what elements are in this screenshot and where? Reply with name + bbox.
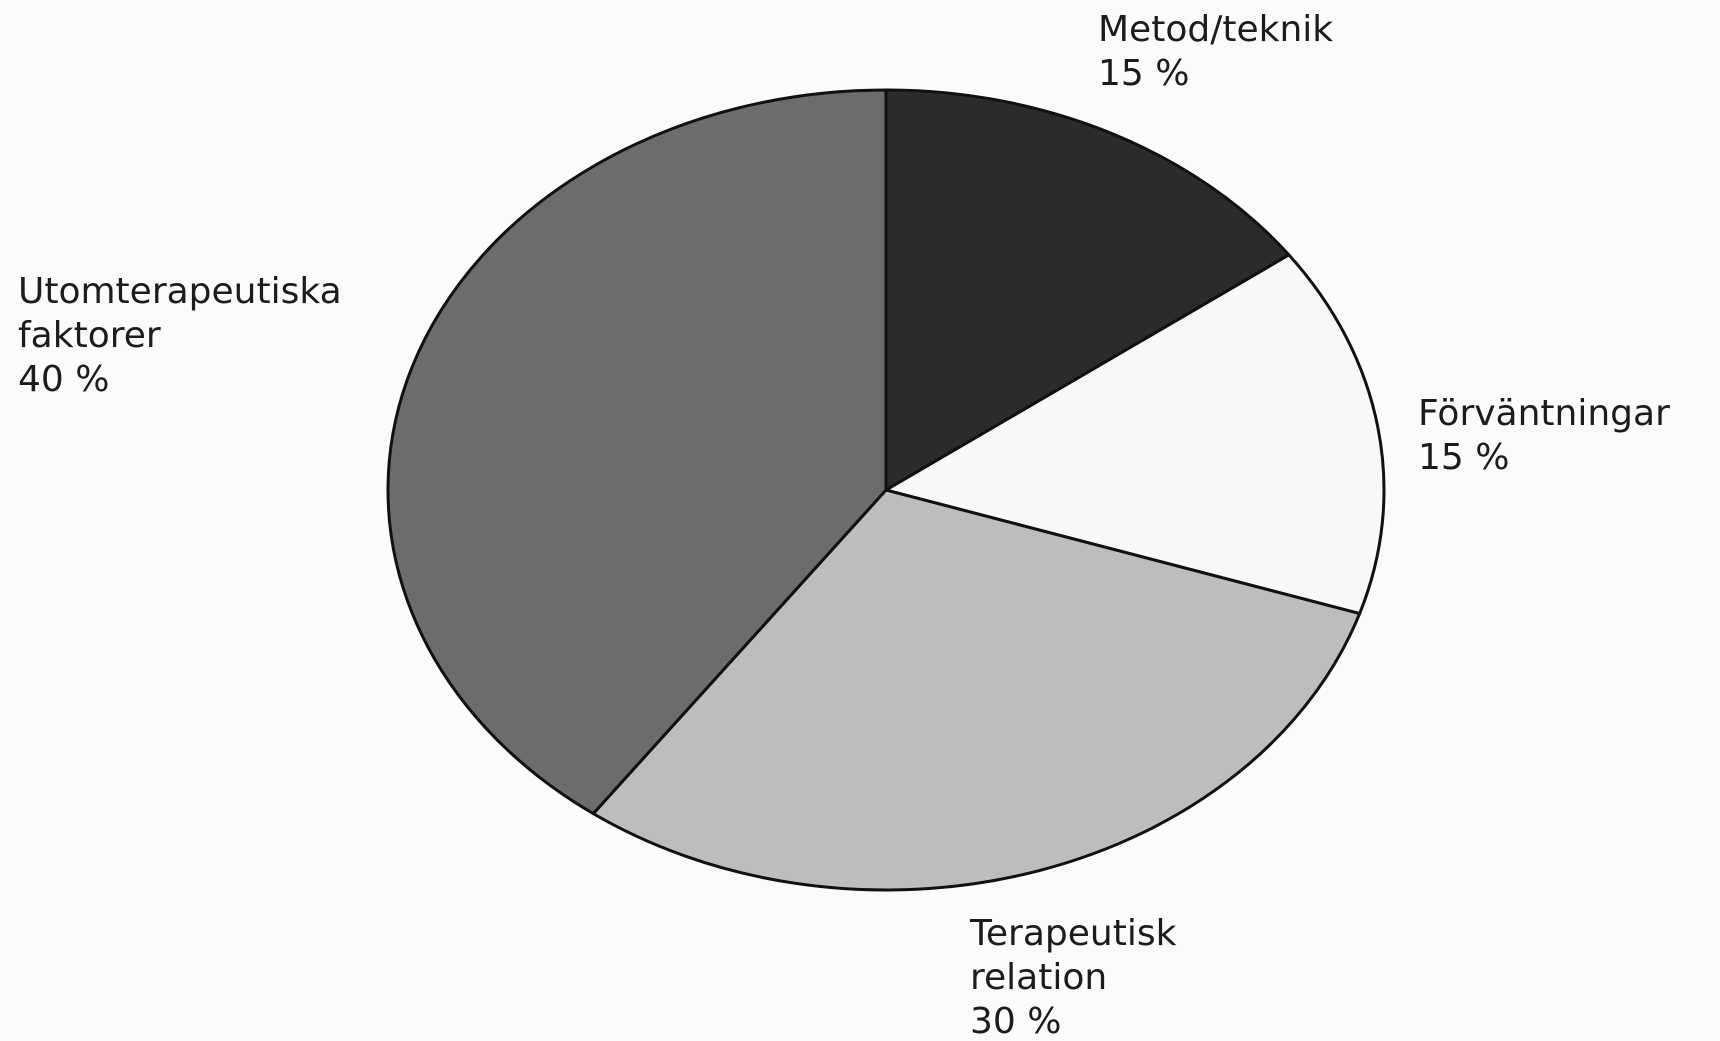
slice-label-forvantningar: Förväntningar 15 % — [1418, 392, 1670, 480]
slice-value: 15 % — [1098, 53, 1190, 94]
slice-name: relation — [970, 957, 1108, 998]
slice-value: 40 % — [18, 359, 110, 400]
pie-slice-1 — [884, 253, 1386, 616]
pie-slice-0 — [884, 88, 1291, 492]
slice-name: Utomterapeutiska — [18, 271, 342, 312]
slice-name: Förväntningar — [1418, 393, 1670, 434]
pie-slice-2 — [591, 488, 1362, 892]
pie-slices — [386, 88, 1386, 892]
slice-name: faktorer — [18, 315, 161, 356]
pie-slice-3 — [386, 88, 888, 816]
slice-label-metod-teknik: Metod/teknik 15 % — [1098, 8, 1333, 96]
slice-value: 30 % — [970, 1001, 1062, 1041]
slice-value: 15 % — [1418, 437, 1510, 478]
slice-label-terapeutisk-relation: Terapeutisk relation 30 % — [970, 912, 1176, 1041]
slice-name: Terapeutisk — [970, 913, 1177, 954]
slice-name: Metod/teknik — [1098, 9, 1334, 50]
slice-label-utomterapeutiska-faktorer: Utomterapeutiska faktorer 40 % — [18, 270, 342, 402]
